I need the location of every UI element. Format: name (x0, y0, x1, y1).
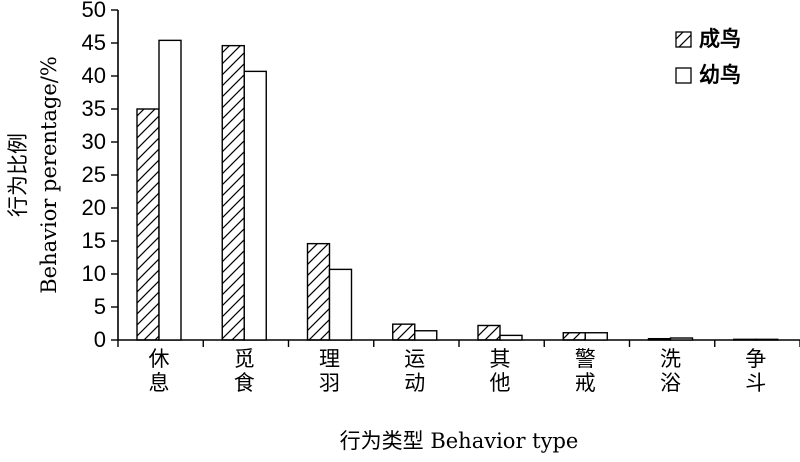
bar-juvenile-1 (243, 70, 267, 341)
x-category-label: 其他 (490, 347, 511, 395)
y-tick-label: 45 (82, 30, 106, 55)
y-tick-label: 5 (94, 294, 106, 319)
bar-adult-5 (562, 332, 586, 341)
y-tick-label: 15 (82, 228, 106, 253)
y-tick-label: 20 (82, 195, 106, 220)
bar-juvenile-7 (755, 338, 779, 341)
bar-juvenile-0 (158, 39, 182, 341)
x-category-label: 觅食 (234, 347, 255, 395)
bar-juvenile-4 (499, 334, 523, 341)
y-axis-title-en: Behavior perentage/% (37, 56, 61, 294)
x-category-label: 运动 (404, 347, 425, 395)
legend-label-juvenile: 幼鸟 (699, 63, 741, 87)
plot-area: 0 5 10 15 20 25 30 35 40 45 50 休息 觅食 理羽 运动 其他 警戒 洗浴 争斗行为类型… (6, 0, 800, 453)
bar-adult-1 (221, 44, 245, 341)
y-tick-label: 50 (82, 0, 106, 22)
x-category-label: 警戒 (575, 347, 596, 395)
legend-swatch-adult (675, 31, 692, 48)
x-axis-title: 行为类型 Behavior type (340, 429, 579, 453)
y-tick-label: 30 (82, 129, 106, 154)
y-tick-label: 10 (82, 261, 106, 286)
x-category-label: 洗浴 (660, 347, 681, 395)
y-tick-label: 40 (82, 63, 106, 88)
x-category-label: 休息 (149, 347, 170, 395)
y-tick-label: 25 (82, 162, 106, 187)
y-tick-label: 0 (94, 327, 106, 352)
bar-adult-3 (392, 323, 416, 341)
x-category-label: 争斗 (745, 347, 766, 395)
bar-juvenile-3 (414, 330, 438, 341)
bar-adult-6 (647, 337, 672, 341)
y-tick-label: 35 (82, 96, 106, 121)
bar-adult-2 (306, 242, 331, 341)
bar-juvenile-6 (669, 337, 694, 341)
bar-adult-4 (477, 324, 501, 341)
bar-juvenile-5 (584, 332, 608, 341)
y-axis-title-cn: 行为比例 (6, 133, 30, 217)
legend-swatch-juvenile (675, 67, 692, 84)
x-category-label: 理羽 (319, 347, 340, 395)
bar-juvenile-2 (328, 268, 353, 341)
legend-label-adult: 成鸟 (699, 27, 741, 51)
bar-adult-0 (136, 108, 160, 341)
bar-adult-7 (733, 338, 757, 341)
